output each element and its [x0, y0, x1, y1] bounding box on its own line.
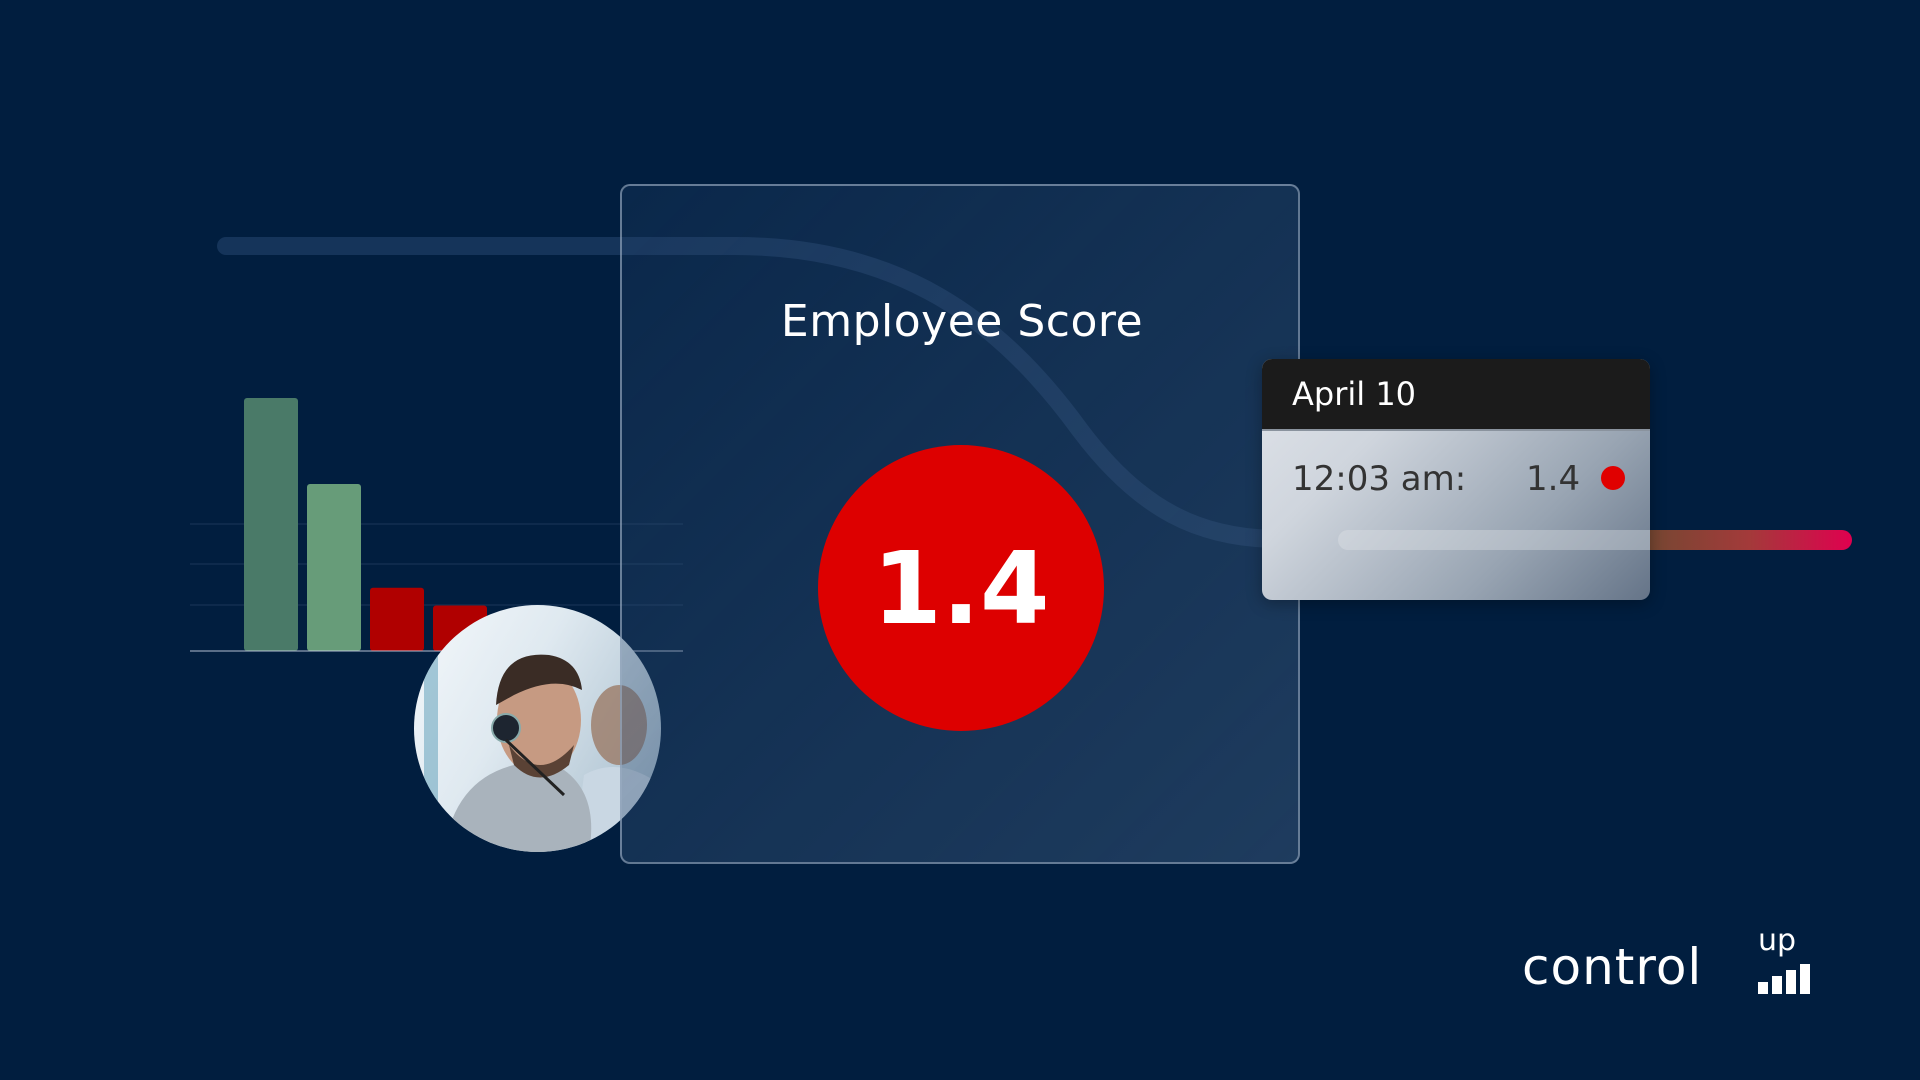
tooltip-header: April 10	[1262, 359, 1650, 431]
gradient-bar-overlay	[1338, 530, 1650, 550]
bar-1	[244, 398, 298, 651]
tooltip-value: 1.4	[1526, 459, 1581, 499]
tooltip-time: 12:03 am:	[1292, 459, 1467, 499]
controlup-logo: control up	[1522, 926, 1822, 996]
score-circle: 1.4	[818, 445, 1104, 731]
employee-score-card: Employee Score 1.4	[620, 184, 1300, 864]
tooltip-date: April 10	[1292, 375, 1417, 413]
logo-bars-icon	[1758, 964, 1810, 994]
logo-superscript: up	[1758, 923, 1797, 958]
bar-3	[370, 587, 424, 651]
score-tooltip: April 10 12:03 am: 1.4	[1262, 359, 1650, 600]
bar-2	[307, 484, 361, 651]
logo-text: control	[1522, 938, 1703, 996]
card-title: Employee Score	[780, 296, 1144, 347]
status-dot-icon	[1601, 466, 1625, 490]
